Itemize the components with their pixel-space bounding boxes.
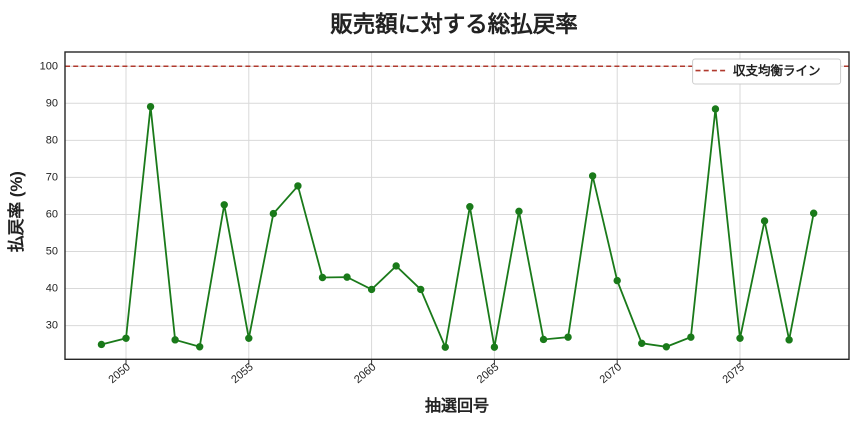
- svg-text:60: 60: [46, 209, 58, 221]
- svg-text:収支均衡ライン: 収支均衡ライン: [733, 63, 821, 78]
- svg-text:抽選回号: 抽選回号: [425, 396, 489, 415]
- svg-text:80: 80: [46, 135, 58, 147]
- svg-text:70: 70: [46, 172, 58, 184]
- svg-text:2055: 2055: [229, 361, 255, 386]
- svg-text:2065: 2065: [475, 361, 501, 386]
- svg-text:払戻率 (%): 払戻率 (%): [6, 171, 26, 252]
- svg-text:40: 40: [46, 283, 58, 295]
- svg-text:2075: 2075: [720, 361, 746, 386]
- svg-text:2060: 2060: [352, 361, 378, 386]
- svg-text:90: 90: [46, 98, 58, 110]
- svg-text:2050: 2050: [106, 361, 132, 386]
- svg-text:2070: 2070: [598, 361, 624, 386]
- svg-text:30: 30: [46, 320, 58, 332]
- svg-text:50: 50: [46, 246, 58, 258]
- svg-text:100: 100: [40, 61, 58, 73]
